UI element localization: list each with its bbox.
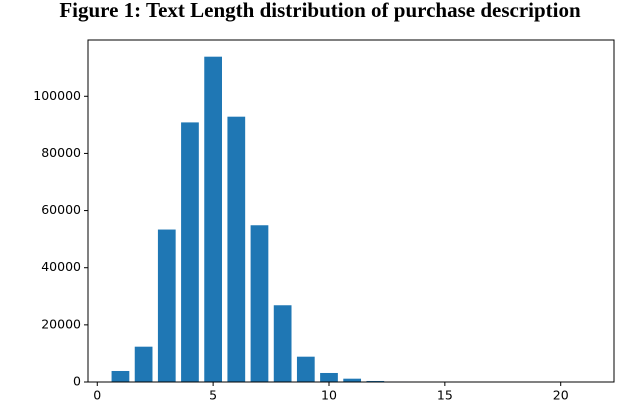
chart-title: Figure 1: Text Length distribution of pu… [59,0,581,22]
bar [296,355,316,383]
bar [272,304,293,383]
bar [180,121,200,383]
y-tick-label: 20000 [41,316,81,331]
bar [110,370,131,383]
y-tick-label: 80000 [41,145,81,160]
y-tick-label: 100000 [33,88,81,103]
bar [319,372,339,383]
x-tick-label: 5 [209,388,217,403]
x-tick-label: 0 [93,388,101,403]
bar [226,115,246,383]
y-tick-label: 40000 [41,259,81,274]
y-tick-label: 0 [73,374,81,389]
bar [249,224,270,383]
x-tick-label: 10 [321,388,337,403]
x-tick-label: 15 [437,388,453,403]
bar [157,228,177,383]
bar [203,55,223,383]
bar [133,345,154,383]
bar [342,377,362,383]
y-tick-label: 60000 [41,202,81,217]
x-tick-label: 20 [553,388,569,403]
plot-frame [87,39,615,383]
